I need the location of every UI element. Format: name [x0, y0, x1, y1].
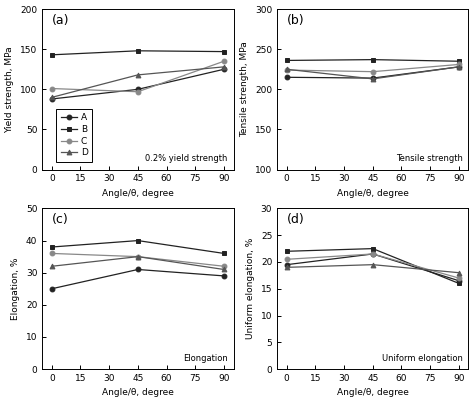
Y-axis label: Elongation, %: Elongation, % [11, 258, 20, 320]
A [135, 87, 141, 92]
Line: D: D [49, 64, 227, 100]
D [135, 254, 141, 259]
C [221, 264, 227, 269]
Line: A: A [284, 251, 461, 283]
A [456, 278, 462, 283]
C [135, 89, 141, 94]
B [284, 249, 290, 254]
A [221, 67, 227, 72]
C [456, 62, 462, 67]
Line: B: B [284, 57, 461, 64]
A [284, 75, 290, 80]
B [135, 48, 141, 53]
D [284, 265, 290, 270]
A [49, 97, 55, 102]
C [221, 59, 227, 64]
A [284, 262, 290, 267]
X-axis label: Angle/θ, degree: Angle/θ, degree [102, 189, 174, 198]
D [49, 264, 55, 269]
C [370, 69, 375, 74]
Line: B: B [49, 48, 227, 57]
B [456, 59, 462, 64]
A [370, 76, 375, 81]
Line: A: A [49, 67, 227, 102]
D [370, 77, 375, 81]
Line: B: B [49, 238, 227, 256]
Line: D: D [49, 254, 227, 272]
A [49, 287, 55, 291]
Line: C: C [49, 251, 227, 269]
A [221, 274, 227, 278]
Line: C: C [49, 59, 227, 94]
C [135, 254, 141, 259]
B [135, 238, 141, 243]
B [370, 246, 375, 251]
Text: (b): (b) [287, 14, 304, 27]
D [221, 267, 227, 272]
C [284, 68, 290, 73]
Y-axis label: Yield strength, MPa: Yield strength, MPa [6, 46, 15, 133]
B [284, 58, 290, 63]
C [370, 251, 375, 256]
C [456, 276, 462, 280]
B [221, 49, 227, 54]
B [456, 281, 462, 286]
Text: Uniform elongation: Uniform elongation [382, 353, 463, 363]
Line: C: C [284, 251, 461, 280]
C [284, 257, 290, 262]
Line: D: D [284, 64, 461, 81]
C [49, 86, 55, 91]
Line: B: B [284, 246, 461, 286]
X-axis label: Angle/θ, degree: Angle/θ, degree [337, 189, 409, 198]
X-axis label: Angle/θ, degree: Angle/θ, degree [102, 388, 174, 397]
D [370, 262, 375, 267]
Text: 0.2% yield strength: 0.2% yield strength [146, 154, 228, 163]
Text: (a): (a) [52, 14, 69, 27]
Line: A: A [284, 64, 461, 81]
C [49, 251, 55, 256]
Line: A: A [49, 267, 227, 291]
A [456, 64, 462, 69]
Text: Elongation: Elongation [183, 353, 228, 363]
D [284, 67, 290, 72]
B [49, 52, 55, 57]
B [49, 245, 55, 249]
Text: Tensile strength: Tensile strength [396, 154, 463, 163]
Text: (c): (c) [52, 213, 69, 226]
D [456, 270, 462, 275]
Y-axis label: Uniform elongation, %: Uniform elongation, % [246, 238, 255, 339]
A [135, 267, 141, 272]
Legend: A, B, C, D: A, B, C, D [56, 109, 92, 162]
D [135, 73, 141, 77]
D [456, 64, 462, 69]
B [370, 57, 375, 62]
X-axis label: Angle/θ, degree: Angle/θ, degree [337, 388, 409, 397]
B [221, 251, 227, 256]
Line: C: C [284, 62, 461, 74]
Text: (d): (d) [287, 213, 304, 226]
Line: D: D [284, 262, 461, 275]
D [49, 95, 55, 100]
Y-axis label: Tensile strength, MPa: Tensile strength, MPa [240, 42, 249, 137]
A [370, 251, 375, 256]
D [221, 64, 227, 69]
